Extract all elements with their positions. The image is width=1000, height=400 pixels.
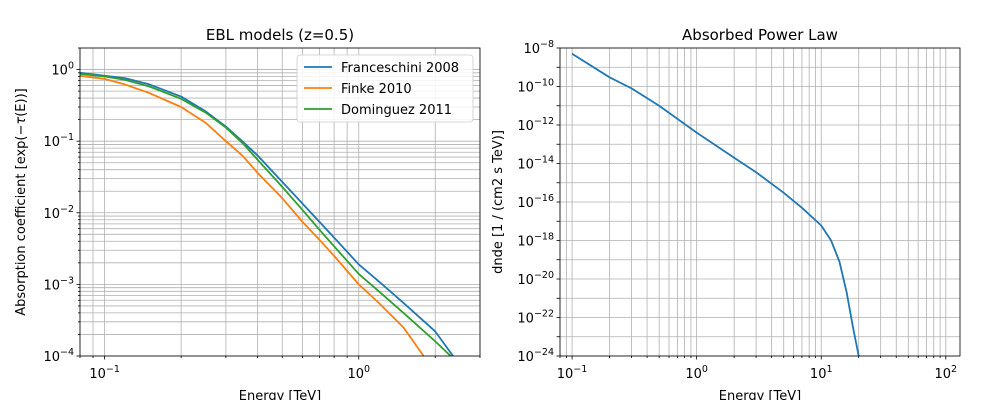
y-tick-label: 10−3 xyxy=(43,275,74,293)
x-tick-label: 10−1 xyxy=(557,364,588,382)
legend-box xyxy=(296,54,474,123)
tick-base: 10 xyxy=(810,367,827,382)
y-tick-label: 10−1 xyxy=(43,132,74,150)
y-tick-label: 10−20 xyxy=(517,270,554,288)
tick-exponent: 0 xyxy=(68,61,74,72)
grid-lines xyxy=(559,47,960,357)
x-tick-label: 10−1 xyxy=(89,364,120,382)
tick-exponent: 2 xyxy=(951,364,957,375)
x-tick-label: 100 xyxy=(347,364,370,382)
tick-base: 10 xyxy=(517,158,534,173)
x-tick-labels: 10−1 100 xyxy=(89,364,370,382)
tick-base: 10 xyxy=(517,196,534,211)
legend-label-finke: Finke 2010 xyxy=(341,82,412,97)
y-axis-label: Absorption coefficient [exp(−τ(E))] xyxy=(14,88,29,316)
tick-base: 10 xyxy=(43,350,60,365)
tick-exponent: −12 xyxy=(534,116,554,127)
tick-base: 10 xyxy=(347,367,364,382)
tick-exponent: −1 xyxy=(573,364,587,375)
y-tick-label: 10−10 xyxy=(517,78,554,96)
tick-exponent: −18 xyxy=(534,232,554,243)
tick-exponent: −16 xyxy=(534,193,554,204)
y-tick-label: 10−18 xyxy=(517,232,554,250)
tick-base: 10 xyxy=(89,367,106,382)
axes-frame xyxy=(79,47,481,357)
x-tick-label: 102 xyxy=(935,364,958,382)
series-line-2 xyxy=(80,72,452,356)
axis-ticks xyxy=(556,47,947,360)
x-axis-label: Energy [TeV] xyxy=(239,389,321,400)
y-axis-label-prefix: Absorption coefficient [exp(− xyxy=(14,125,29,316)
plot-area xyxy=(571,53,860,356)
x-tick-label: 101 xyxy=(810,364,833,382)
tick-exponent: −3 xyxy=(60,275,74,286)
tick-base: 10 xyxy=(517,81,534,96)
series-line-0 xyxy=(80,71,454,356)
tick-exponent: −8 xyxy=(540,39,554,50)
series-line-0 xyxy=(571,53,860,356)
tick-base: 10 xyxy=(517,235,534,250)
tick-exponent: 0 xyxy=(702,364,708,375)
tick-base: 10 xyxy=(517,350,534,365)
tick-exponent: −1 xyxy=(106,364,120,375)
y-tick-label: 10−22 xyxy=(517,309,554,327)
tick-exponent: −10 xyxy=(534,78,554,89)
tick-exponent: 1 xyxy=(826,364,832,375)
tick-exponent: 0 xyxy=(364,364,370,375)
y-tick-label: 10−24 xyxy=(517,347,554,365)
tick-base: 10 xyxy=(935,367,952,382)
tick-base: 10 xyxy=(685,367,702,382)
chart-title: EBL models (z=0.5) xyxy=(206,26,354,44)
x-axis-label: Energy [TeV] xyxy=(719,389,801,400)
y-tick-label: 10−2 xyxy=(43,204,74,222)
y-tick-label: 100 xyxy=(51,61,74,79)
tick-base: 10 xyxy=(523,42,540,57)
x-tick-labels: 10−1 100 101 102 xyxy=(557,364,957,382)
tick-base: 10 xyxy=(557,367,574,382)
chart-title: Absorbed Power Law xyxy=(682,26,838,44)
y-tick-label: 10−14 xyxy=(517,155,554,173)
y-tick-label: 10−4 xyxy=(43,347,74,365)
y-axis-label-suffix: (E))] xyxy=(14,88,29,117)
tick-exponent: −22 xyxy=(534,309,554,320)
axis-ticks xyxy=(76,47,481,360)
tick-base: 10 xyxy=(517,312,534,327)
legend-label-dominguez: Dominguez 2011 xyxy=(341,103,452,118)
x-tick-label: 100 xyxy=(685,364,708,382)
tick-base: 10 xyxy=(517,273,534,288)
legend: Franceschini 2008 Finke 2010 Dominguez 2… xyxy=(296,54,474,123)
plot-area xyxy=(80,71,454,356)
tick-exponent: −14 xyxy=(534,155,554,166)
tick-exponent: −20 xyxy=(534,270,554,281)
tick-base: 10 xyxy=(43,135,60,150)
y-axis-label-tau: τ xyxy=(14,117,29,125)
y-tick-label: 10−16 xyxy=(517,193,554,211)
tick-exponent: −24 xyxy=(534,347,554,358)
tick-exponent: −1 xyxy=(60,132,74,143)
tick-exponent: −2 xyxy=(60,204,74,215)
y-tick-label: 10−8 xyxy=(523,39,554,57)
tick-base: 10 xyxy=(43,207,60,222)
y-tick-labels: 10−2410−2210−2010−1810−1610−1410−1210−10… xyxy=(517,39,554,365)
tick-exponent: −4 xyxy=(60,347,74,358)
tick-base: 10 xyxy=(517,119,534,134)
y-tick-label: 10−12 xyxy=(517,116,554,134)
ebl-models-panel: EBL models (z=0.5) 10−1 100 10−410−310−21… xyxy=(14,26,481,400)
series-line-1 xyxy=(80,74,425,356)
y-axis-label: dnde [1 / (cm2 s TeV)] xyxy=(491,130,506,274)
tick-base: 10 xyxy=(51,64,68,79)
legend-label-franceschini: Franceschini 2008 xyxy=(341,61,459,76)
absorbed-power-law-panel: Absorbed Power Law 10−1 100 101 102 10−2410… xyxy=(491,26,961,400)
tick-base: 10 xyxy=(43,278,60,293)
